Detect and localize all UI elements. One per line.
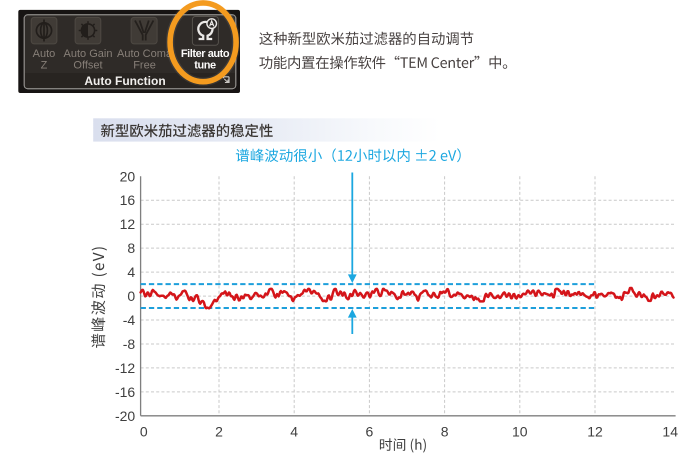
svg-text:8: 8 (441, 424, 449, 440)
svg-text:6: 6 (366, 424, 374, 440)
svg-text:-8: -8 (123, 336, 136, 352)
svg-text:Auto Gain: Auto Gain (64, 48, 113, 60)
svg-text:-16: -16 (115, 384, 135, 400)
svg-text:Auto Function: Auto Function (84, 74, 165, 88)
svg-text:-20: -20 (115, 408, 135, 424)
svg-text:Free: Free (133, 59, 156, 71)
svg-text:16: 16 (120, 192, 136, 208)
svg-text:8: 8 (127, 240, 135, 256)
svg-text:14: 14 (662, 424, 678, 440)
svg-text:0: 0 (127, 288, 135, 304)
svg-text:4: 4 (290, 424, 298, 440)
svg-text:Auto: Auto (33, 48, 56, 60)
svg-text:Offset: Offset (73, 59, 102, 71)
svg-text:Auto Coma: Auto Coma (117, 48, 173, 60)
svg-text:10: 10 (512, 424, 528, 440)
svg-text:Z: Z (41, 59, 48, 71)
svg-text:12: 12 (120, 216, 136, 232)
svg-text:4: 4 (127, 264, 135, 280)
svg-text:0: 0 (140, 424, 148, 440)
svg-text:20: 20 (120, 168, 136, 184)
svg-text:2: 2 (215, 424, 223, 440)
svg-text:Filter auto: Filter auto (181, 48, 230, 60)
svg-text:-12: -12 (115, 360, 135, 376)
svg-text:12: 12 (587, 424, 603, 440)
svg-text:-4: -4 (123, 312, 136, 328)
svg-text:tune: tune (194, 59, 216, 71)
